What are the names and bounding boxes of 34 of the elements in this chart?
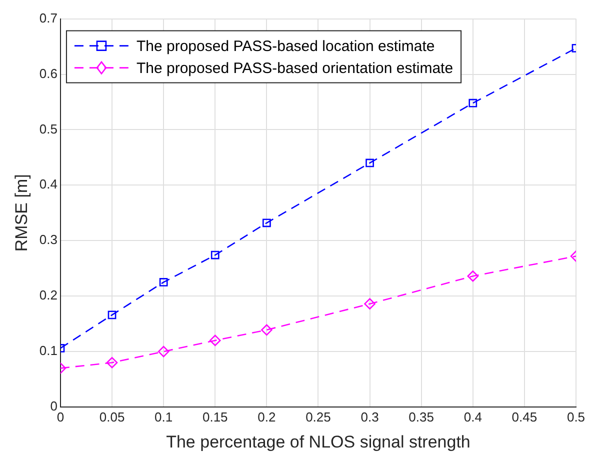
y-tick-label: 0.7	[39, 10, 58, 26]
point	[262, 218, 271, 228]
x-axis-title: The percentage of NLOS signal strength	[166, 432, 470, 452]
point	[364, 298, 376, 310]
point	[210, 250, 220, 260]
point	[209, 334, 221, 346]
y-tick-label: 0.6	[39, 66, 58, 81]
point	[261, 324, 272, 336]
y-tick-label: 0.1	[39, 343, 58, 358]
x-tick-label: 0.2	[258, 409, 276, 424]
y-tick-label: 0.3	[39, 232, 58, 248]
y-tick-label: 0.2	[39, 288, 58, 303]
x-tick-label: 0.25	[306, 409, 331, 424]
y-tick-label: 0	[50, 398, 58, 414]
point	[158, 346, 170, 358]
x-tick-label: 0.35	[408, 409, 434, 424]
point	[366, 158, 374, 168]
x-tick-label: 0.45	[512, 409, 538, 424]
y-axis-title: RMSE [m]	[12, 174, 31, 252]
point	[108, 310, 116, 320]
x-tick-label: 0.4	[464, 409, 482, 424]
point	[468, 98, 478, 108]
legend-label: The proposed PASS-based location estimate	[136, 38, 435, 55]
y-tick-label: 0.4	[39, 176, 58, 192]
point	[106, 356, 118, 368]
point	[467, 270, 479, 282]
x-tick-label: 0.05	[99, 409, 125, 424]
x-tick-label: 0.3	[360, 409, 379, 424]
x-tick-label: 0.5	[566, 409, 586, 424]
x-tick-label: 0.1	[154, 409, 173, 424]
y-tick-label: 0.5	[39, 121, 58, 136]
x-tick-label: 0.15	[202, 409, 228, 424]
legend-label: The proposed PASS-based orientation estimate	[136, 60, 454, 77]
point	[159, 278, 168, 286]
